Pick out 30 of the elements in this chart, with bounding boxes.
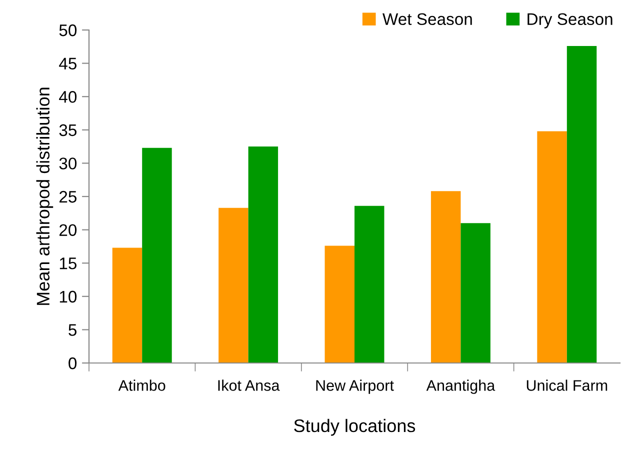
x-tick-label: Anantigha	[426, 380, 496, 394]
bar	[354, 206, 384, 363]
y-tick-label: 50	[59, 24, 77, 36]
legend-label: Wet Season	[382, 13, 472, 26]
x-axis-title: Study locations	[294, 418, 416, 436]
y-axis-title: Mean arthropod distribution	[36, 88, 54, 305]
y-tick-label: 0	[68, 357, 77, 370]
bar	[112, 248, 142, 363]
bar	[324, 246, 354, 363]
x-tick-label: Unical Farm	[526, 380, 608, 391]
bar	[537, 131, 567, 363]
bar	[460, 223, 490, 363]
bar	[430, 191, 461, 363]
y-tick-label: 45	[59, 58, 76, 70]
y-tick-label: 15	[60, 258, 76, 270]
x-tick-label: Atimbo	[118, 380, 166, 391]
y-tick-label: 40	[59, 91, 77, 103]
legend-label: Dry Season	[528, 13, 612, 28]
y-tick-label: 30	[59, 158, 77, 170]
y-tick-label: 10	[60, 290, 77, 303]
bar	[248, 146, 278, 363]
bar	[218, 208, 248, 363]
y-tick-label: 35	[59, 124, 76, 136]
bar	[566, 46, 597, 363]
y-tick-label: 25	[59, 190, 76, 203]
x-tick-label: New Airport	[316, 380, 394, 394]
y-tick-label: 20	[59, 224, 77, 236]
y-tick-label: 5	[68, 324, 76, 336]
x-tick-label: Ikot Ansa	[218, 380, 280, 391]
bar	[142, 148, 172, 363]
